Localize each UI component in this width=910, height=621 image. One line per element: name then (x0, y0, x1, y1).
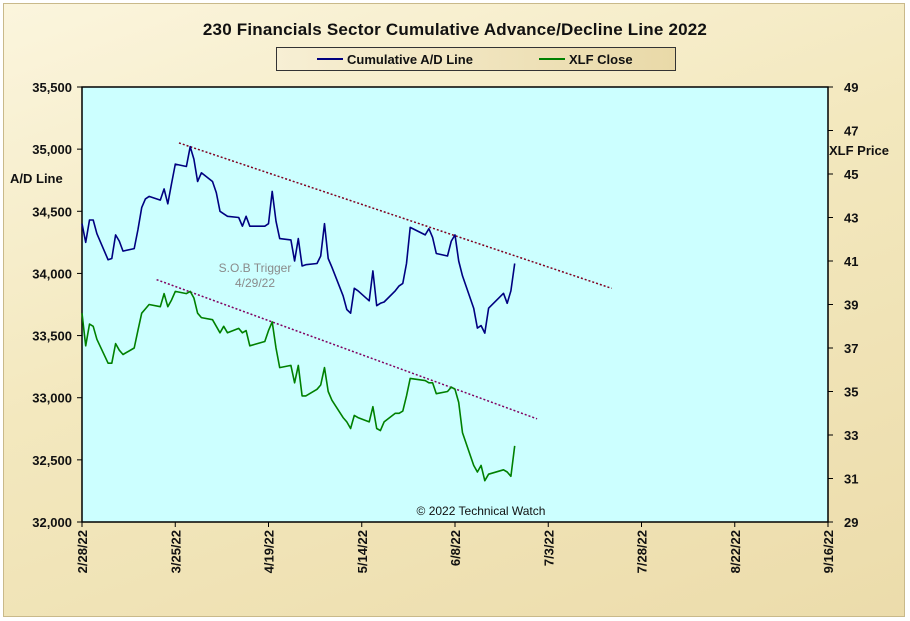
legend-item-xlf-close: XLF Close (539, 51, 633, 67)
legend-swatch-xlf-close (539, 58, 565, 60)
annotation-sob-trigger-date: 4/29/22 (235, 276, 275, 290)
plot-area (81, 86, 829, 523)
x-tick-label: 9/16/22 (821, 530, 836, 573)
y-tick-label-right: 45 (844, 167, 858, 182)
y-tick-label-right: 31 (844, 472, 858, 487)
x-tick-label: 4/19/22 (262, 530, 277, 573)
y-tick-label-right: 29 (844, 515, 858, 530)
x-tick-label: 7/28/22 (635, 530, 650, 573)
trendline-1 (178, 142, 612, 290)
x-tick-label: 6/8/22 (448, 530, 463, 566)
copyright-text: © 2022 Technical Watch (417, 504, 546, 518)
x-tick-label: 2/28/22 (75, 530, 90, 573)
legend-label-xlf-close: XLF Close (569, 51, 633, 67)
y-tick-label-right: 39 (844, 298, 858, 313)
annotation-sob-trigger: S.O.B Trigger (219, 261, 292, 275)
y-tick-label-left: 32,500 (32, 453, 72, 468)
y-tick-label-right: 49 (844, 80, 858, 95)
x-tick-label: 3/25/22 (168, 530, 183, 573)
y-tick-label-left: 35,500 (32, 80, 72, 95)
y-tick-label-right: 33 (844, 428, 858, 443)
x-tick-label: 5/14/22 (355, 530, 370, 573)
x-tick-label: 7/3/22 (541, 530, 556, 566)
y-tick-label-right: 47 (844, 124, 858, 139)
y-tick-label-right: 35 (844, 385, 858, 400)
y-axis-left-title: A/D Line (10, 171, 63, 186)
y-tick-label-left: 34,500 (32, 204, 72, 219)
y-axis-right-title: XLF Price (829, 143, 889, 158)
trendline-2 (156, 278, 538, 420)
chart-legend: Cumulative A/D Line XLF Close (276, 47, 676, 71)
y-tick-label-right: 43 (844, 211, 858, 226)
y-tick-label-left: 32,000 (32, 515, 72, 530)
y-tick-label-left: 33,500 (32, 329, 72, 344)
legend-swatch-ad-line (317, 58, 343, 60)
y-tick-label-left: 33,000 (32, 391, 72, 406)
series-line-ad-line (81, 145, 516, 334)
legend-item-ad-line: Cumulative A/D Line (317, 51, 473, 67)
y-tick-label-left: 34,000 (32, 266, 72, 281)
y-tick-label-right: 37 (844, 341, 858, 356)
y-tick-label-left: 35,000 (32, 142, 72, 157)
chart-title: 230 Financials Sector Cumulative Advance… (202, 20, 708, 39)
y-tick-label-right: 41 (844, 254, 858, 269)
series-line-xlf-close (81, 290, 516, 482)
legend-label-ad-line: Cumulative A/D Line (347, 51, 473, 67)
x-tick-label: 8/22/22 (728, 530, 743, 573)
